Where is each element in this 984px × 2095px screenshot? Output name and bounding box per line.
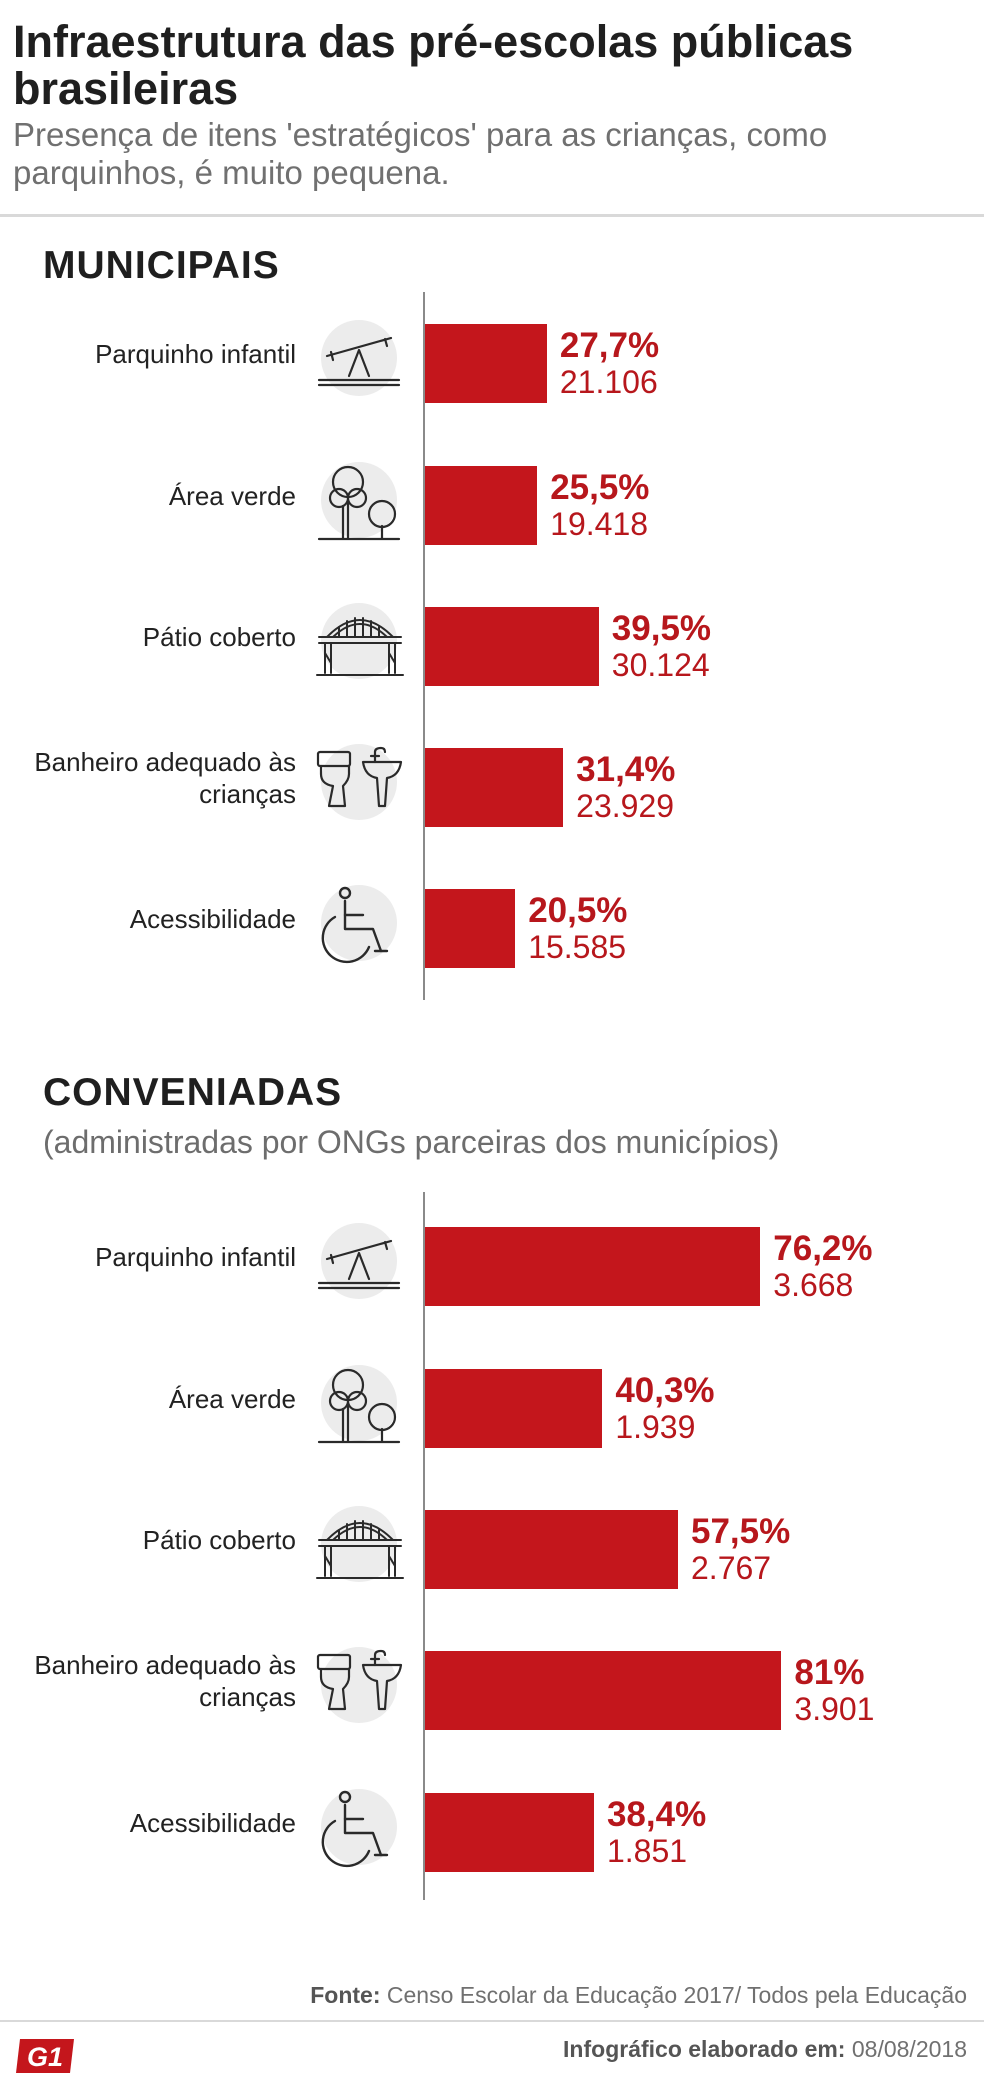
bar [425, 1510, 678, 1589]
category-label: Área verde [168, 1384, 296, 1414]
bar [425, 1227, 761, 1306]
bar-percent-label: 39,5% [611, 609, 712, 648]
footer-divider [0, 2020, 984, 2022]
wheelchair-icon [315, 885, 405, 975]
covered-patio-icon [315, 603, 405, 693]
bar-count-label: 21.106 [559, 364, 658, 400]
bar-count-label: 2.767 [691, 1550, 772, 1586]
category-label: Banheiro adequado às crianças [34, 1650, 296, 1712]
bar-percent-label: 27,7% [559, 326, 660, 365]
covered-patio-icon [315, 1506, 405, 1596]
bar-percent-label: 57,5% [691, 1512, 791, 1551]
bar-count-label: 3.901 [794, 1691, 875, 1727]
category-label: Pátio coberto [142, 1525, 296, 1555]
bar-percent-label: 81% [794, 1653, 865, 1692]
date-text: 08/08/2018 [851, 2036, 967, 2062]
bar [425, 466, 538, 545]
bar-percent-label: 38,4% [606, 1795, 707, 1834]
bar [425, 748, 564, 827]
source-text: Censo Escolar da Educação 2017/ Todos pe… [386, 1982, 967, 2008]
toilet-sink-icon [315, 744, 405, 834]
bar-percent-label: 25,5% [550, 468, 650, 507]
category-label: Banheiro adequado às crianças [34, 747, 296, 809]
source-label: Fonte: [310, 1982, 381, 2008]
page-subtitle: Presença de itens 'estratégicos' para as… [13, 116, 828, 191]
bar-count-label: 19.418 [550, 506, 649, 542]
bar-count-label: 23.929 [576, 788, 675, 824]
category-label: Área verde [168, 481, 296, 511]
date-label: Infográfico elaborado em: [563, 2036, 846, 2062]
g1-logo: G1 [16, 2039, 74, 2073]
category-label: Pátio coberto [142, 622, 296, 652]
category-label: Acessibilidade [129, 904, 296, 934]
category-label: Acessibilidade [129, 1808, 296, 1838]
bar [425, 1793, 594, 1872]
bar-count-label: 30.124 [611, 647, 710, 683]
seesaw-icon [315, 320, 405, 410]
category-label: Parquinho infantil [95, 1242, 296, 1272]
section-title: MUNICIPAIS [43, 244, 280, 287]
g1-logo-text: G1 [27, 2042, 63, 2072]
bar [425, 1651, 782, 1730]
bar-percent-label: 40,3% [615, 1371, 715, 1410]
bar-axis-line [423, 292, 425, 1000]
trees-icon [315, 1365, 405, 1455]
section-title: CONVENIADAS [43, 1071, 343, 1114]
bar [425, 607, 599, 686]
bar-axis-line [423, 1192, 425, 1900]
bar-percent-label: 20,5% [528, 891, 628, 930]
bar-count-label: 1.851 [606, 1833, 688, 1869]
seesaw-icon [315, 1223, 405, 1313]
bar-count-label: 3.668 [773, 1267, 854, 1303]
bar [425, 1369, 603, 1448]
trees-icon [315, 462, 405, 552]
toilet-sink-icon [315, 1647, 405, 1737]
section-note: (administradas por ONGs parceiras dos mu… [43, 1124, 780, 1160]
date-note: Infográfico elaborado em: 08/08/2018 [563, 2036, 967, 2063]
bar-count-label: 15.585 [528, 929, 627, 965]
bar [425, 324, 547, 403]
header-divider [0, 214, 984, 217]
bar-percent-label: 31,4% [576, 750, 676, 789]
page-title: Infraestrutura das pré-escolas públicas … [13, 16, 854, 114]
bar-count-label: 1.939 [615, 1409, 696, 1445]
bar [425, 889, 516, 968]
category-label: Parquinho infantil [95, 339, 296, 369]
source-note: Fonte: Censo Escolar da Educação 2017/ T… [310, 1982, 967, 2009]
bar-percent-label: 76,2% [773, 1229, 873, 1268]
wheelchair-icon [315, 1789, 405, 1879]
